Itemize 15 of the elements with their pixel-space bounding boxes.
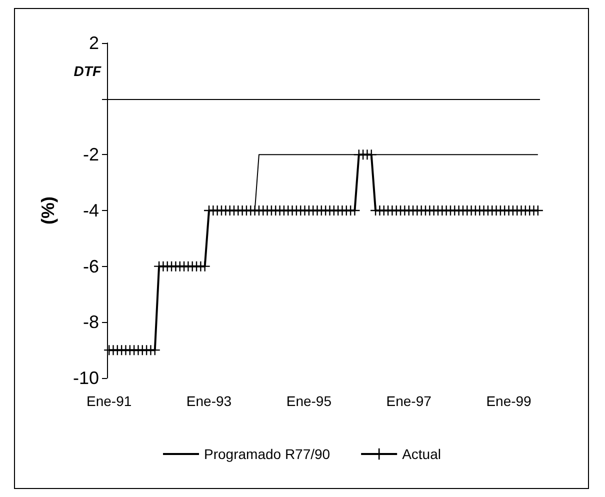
ref-line-label: DTF [74,62,102,79]
y-tick-label: -2 [82,144,99,165]
y-tick-label: -8 [82,312,99,332]
x-tick-label: Ene-91 [86,393,132,409]
legend-label: Actual [402,446,442,462]
y-tick-label: -10 [72,368,99,388]
x-tick-label: Ene-93 [186,393,232,409]
legend-label: Programado R77/90 [204,446,330,462]
y-axis-title: (%) [38,196,58,224]
x-tick-label: Ene-99 [486,393,532,409]
x-tick-label: Ene-97 [386,393,432,409]
y-tick-label: -4 [82,200,99,220]
y-tick-label: -6 [82,256,99,276]
y-tick-label: 2 [88,33,99,53]
x-tick-label: Ene-95 [286,393,332,409]
